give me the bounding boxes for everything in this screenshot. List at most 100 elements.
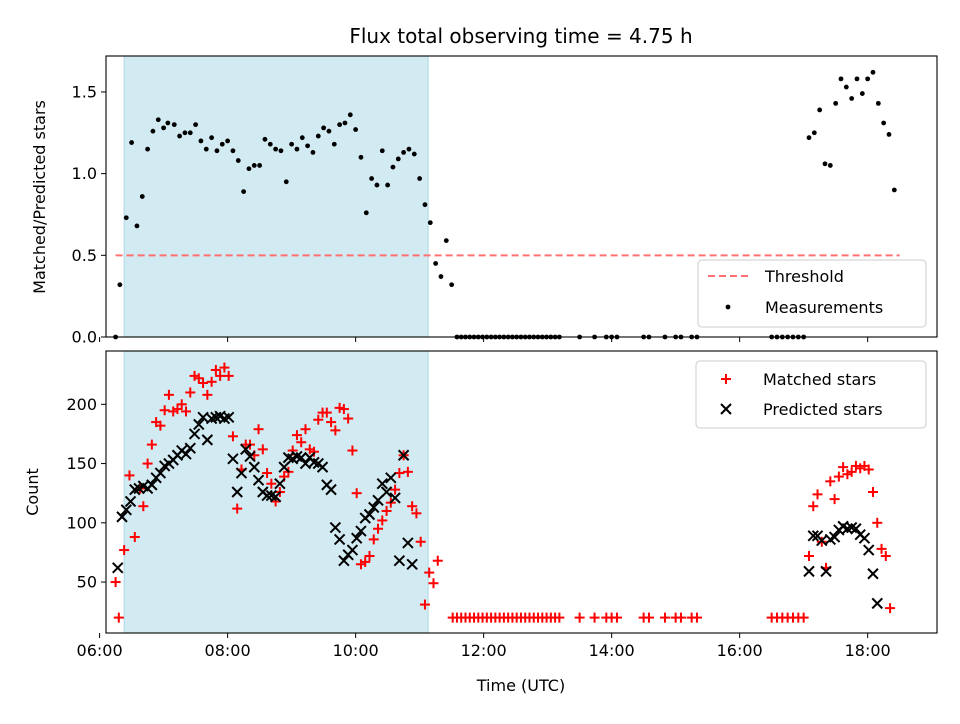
top-shaded-span bbox=[123, 55, 429, 338]
predicted-stars-point-b bbox=[376, 477, 388, 490]
predicted-stars-point bbox=[329, 521, 342, 534]
measurement-point bbox=[385, 182, 391, 188]
top-y-tick-label: 0.5 bbox=[72, 246, 97, 265]
measurement-point bbox=[811, 130, 817, 136]
measurement-point bbox=[374, 182, 380, 188]
measurement-point bbox=[379, 148, 385, 154]
matched-stars-point bbox=[876, 543, 887, 554]
predicted-stars-point-b bbox=[380, 486, 393, 498]
predicted-stars-point bbox=[269, 491, 282, 503]
predicted-stars-point-b bbox=[325, 483, 337, 496]
measurement-point bbox=[139, 194, 145, 199]
matched-stars-point bbox=[829, 494, 840, 505]
predicted-stars-point bbox=[325, 483, 337, 496]
measurement-point bbox=[369, 176, 375, 181]
predicted-stars-point-b bbox=[845, 521, 858, 534]
matched-stars-point bbox=[833, 471, 844, 482]
matched-stars-point bbox=[129, 532, 140, 543]
measurement-point bbox=[294, 146, 300, 152]
predicted-stars-point-b bbox=[222, 411, 235, 424]
measurement-point bbox=[246, 166, 252, 172]
predicted-stars-point bbox=[820, 565, 832, 578]
measurement-point bbox=[406, 146, 412, 152]
predicted-stars-point-b bbox=[227, 453, 239, 465]
predicted-stars-point-b bbox=[265, 489, 278, 502]
predicted-stars-point-b bbox=[816, 534, 828, 547]
predicted-stars-point bbox=[231, 486, 243, 498]
matched-stars-point bbox=[838, 462, 849, 473]
matched-stars-point bbox=[381, 505, 392, 516]
predicted-stars-point bbox=[124, 495, 137, 508]
measurement-point bbox=[230, 148, 236, 154]
matched-stars-point bbox=[309, 446, 320, 457]
predicted-stars-point-b bbox=[124, 495, 137, 508]
predicted-stars-point-b bbox=[858, 532, 871, 544]
predicted-stars-point bbox=[402, 537, 414, 549]
measurement-point bbox=[331, 141, 337, 147]
predicted-stars-point-b bbox=[231, 486, 243, 498]
measurement-point bbox=[289, 141, 295, 147]
predicted-stars-point bbox=[363, 508, 376, 521]
bottom-panel: Count Time (UTC) 50 100 150 200 06:00 08:00 10… bbox=[23, 350, 938, 695]
predicted-stars-point bbox=[376, 477, 388, 490]
matched-stars-point bbox=[368, 534, 379, 545]
matched-stars-point bbox=[330, 425, 341, 436]
matched-stars-point bbox=[643, 612, 654, 623]
measurement-point bbox=[417, 176, 423, 181]
predicted-stars-point-b bbox=[397, 449, 410, 461]
matched-stars-point bbox=[198, 377, 209, 388]
measurement-point bbox=[283, 179, 289, 185]
measurement-point bbox=[395, 156, 401, 162]
predicted-stars-point bbox=[850, 523, 862, 535]
bottom-legend: Matched stars Predicted stars bbox=[695, 360, 927, 429]
matched-stars-point bbox=[419, 599, 430, 610]
top-axes-frame bbox=[105, 55, 938, 338]
measurement-point bbox=[411, 151, 417, 157]
measurement-point bbox=[353, 127, 359, 132]
predicted-stars-point bbox=[863, 544, 875, 556]
predicted-stars-point bbox=[350, 532, 363, 544]
predicted-stars-point bbox=[385, 472, 397, 484]
measurement-point bbox=[177, 133, 183, 139]
matched-stars-point bbox=[142, 458, 153, 469]
predicted-swatch-mark bbox=[720, 403, 732, 415]
matched-stars-point bbox=[185, 387, 196, 398]
matched-swatch-mark bbox=[721, 374, 731, 384]
measurement-point bbox=[438, 274, 444, 279]
predicted-stars-point bbox=[180, 448, 192, 460]
measurement-point bbox=[262, 136, 268, 142]
measurement-point bbox=[838, 76, 844, 82]
measurement-point bbox=[299, 135, 305, 141]
measurement-point bbox=[171, 122, 177, 128]
matched-stars-point bbox=[223, 370, 234, 381]
predicted-stars-point-b bbox=[201, 434, 214, 446]
measurement-point bbox=[363, 210, 369, 216]
matched-stars-point bbox=[257, 444, 268, 455]
measurement-point bbox=[155, 117, 161, 123]
bottom-x-tick-label: 08:00 bbox=[205, 641, 251, 660]
bottom-axes-frame bbox=[105, 350, 938, 634]
measurement-point bbox=[875, 100, 881, 106]
top-panel: Matched/Predicted stars 0.0 0.5 1.0 1.5 bbox=[30, 55, 938, 347]
matched-stars-point bbox=[611, 612, 622, 623]
measurement-point bbox=[843, 84, 849, 90]
predicted-stars-point-b bbox=[193, 418, 205, 431]
matched-stars-legend-label: Matched stars bbox=[763, 370, 876, 389]
predicted-stars-point bbox=[235, 467, 248, 479]
measurement-point bbox=[257, 163, 263, 168]
measurement-point bbox=[123, 215, 129, 221]
predicted-stars-point-b bbox=[850, 523, 862, 535]
matched-stars-point bbox=[554, 612, 565, 623]
bottom-x-tick-label: 10:00 bbox=[333, 641, 379, 660]
matched-stars-point bbox=[343, 413, 354, 424]
predicted-stars-point-b bbox=[188, 428, 201, 440]
predicted-stars-legend-label: Predicted stars bbox=[763, 400, 883, 419]
measurement-point bbox=[321, 125, 327, 131]
matched-stars-point bbox=[574, 612, 585, 623]
bottom-x-tick-label: 18:00 bbox=[845, 641, 891, 660]
matched-stars-point bbox=[411, 508, 422, 519]
predicted-stars-point bbox=[248, 461, 260, 473]
predicted-stars-point-b bbox=[244, 450, 256, 463]
predicted-stars-point bbox=[120, 504, 132, 516]
predicted-stars-point-b bbox=[807, 530, 819, 542]
